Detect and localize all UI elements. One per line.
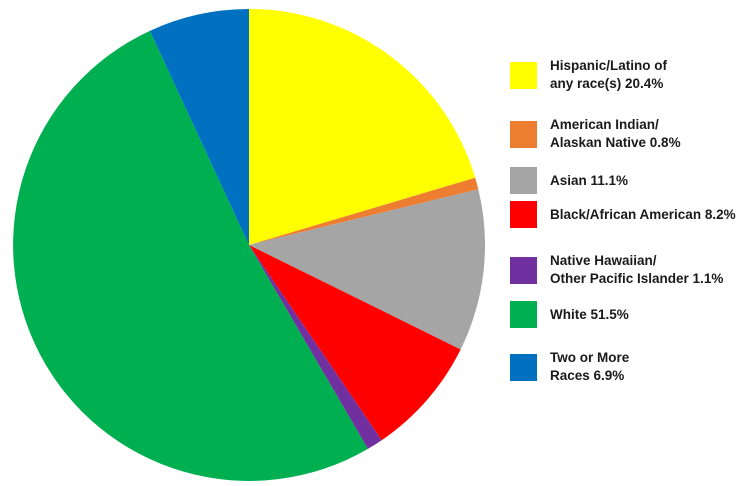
legend-swatch — [510, 120, 537, 148]
pie-slice-1 — [249, 177, 479, 245]
legend-label: White 51.5% — [550, 306, 629, 322]
legend-item: Black/African American 8.2% — [510, 201, 736, 228]
legend-label: Hispanic/Latino of any race(s) 20.4% — [550, 58, 668, 91]
pie-slice-4 — [249, 245, 382, 449]
legend-label: American Indian/ Alaskan Native 0.8% — [550, 117, 681, 150]
legend-item: American Indian/ Alaskan Native 0.8% — [510, 116, 681, 152]
legend-swatch — [510, 353, 537, 381]
legend-item: Two or More Races 6.9% — [510, 349, 629, 385]
legend-swatch — [510, 256, 537, 284]
legend-item: Native Hawaiian/ Other Pacific Islander … — [510, 252, 723, 288]
legend-swatch — [510, 61, 537, 89]
pie-slice-3 — [249, 245, 461, 441]
legend-item: Hispanic/Latino of any race(s) 20.4% — [510, 57, 667, 93]
pie-slice-2 — [249, 189, 486, 350]
pie-slice-6 — [149, 8, 249, 245]
pie-slice-0 — [249, 9, 476, 245]
legend-label: Native Hawaiian/ Other Pacific Islander … — [550, 253, 724, 286]
legend-label: Two or More Races 6.9% — [550, 350, 630, 383]
pie-slice-5 — [13, 30, 368, 481]
pie-chart — [13, 8, 486, 481]
legend-item: Asian 11.1% — [510, 167, 628, 194]
legend-item: White 51.5% — [510, 301, 629, 328]
legend-swatch — [510, 201, 537, 228]
legend: Hispanic/Latino of any race(s) 20.4% Amer… — [510, 0, 748, 486]
legend-label: Black/African American 8.2% — [550, 206, 736, 222]
legend-swatch — [510, 301, 537, 328]
legend-swatch — [510, 167, 537, 194]
legend-label: Asian 11.1% — [550, 172, 629, 188]
